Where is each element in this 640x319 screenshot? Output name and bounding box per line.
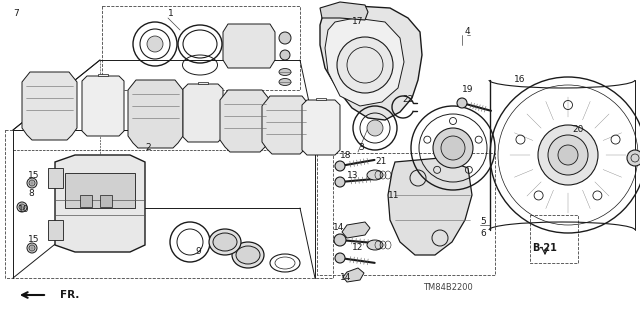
- Polygon shape: [82, 76, 124, 136]
- Circle shape: [19, 204, 25, 210]
- Text: 6: 6: [480, 228, 486, 238]
- Bar: [102, 6, 300, 90]
- Text: FR.: FR.: [60, 290, 79, 300]
- Text: 9: 9: [195, 248, 201, 256]
- Text: 15: 15: [28, 170, 40, 180]
- Circle shape: [433, 128, 473, 168]
- Ellipse shape: [209, 229, 241, 255]
- Polygon shape: [388, 158, 472, 255]
- Circle shape: [335, 161, 345, 171]
- Bar: [65, 173, 135, 208]
- Polygon shape: [220, 90, 270, 152]
- Circle shape: [457, 98, 467, 108]
- Text: 16: 16: [515, 76, 525, 85]
- Circle shape: [441, 136, 465, 160]
- Circle shape: [548, 135, 588, 175]
- Text: B-21: B-21: [532, 243, 557, 253]
- Circle shape: [334, 234, 346, 246]
- Text: 8: 8: [28, 189, 34, 197]
- Polygon shape: [198, 82, 208, 84]
- Bar: [48, 168, 63, 188]
- Ellipse shape: [236, 246, 260, 264]
- Circle shape: [27, 243, 37, 253]
- Circle shape: [17, 202, 27, 212]
- Polygon shape: [325, 18, 404, 106]
- Polygon shape: [262, 96, 310, 154]
- Polygon shape: [320, 2, 368, 20]
- Polygon shape: [223, 24, 275, 68]
- Circle shape: [27, 178, 37, 188]
- Bar: [5, 130, 333, 278]
- Polygon shape: [302, 100, 340, 155]
- Circle shape: [627, 150, 640, 166]
- Text: 10: 10: [18, 205, 29, 214]
- Circle shape: [335, 177, 345, 187]
- Text: 11: 11: [388, 191, 399, 201]
- Text: TM84B2200: TM84B2200: [423, 284, 473, 293]
- Polygon shape: [316, 98, 326, 100]
- Bar: [80, 195, 92, 207]
- Circle shape: [558, 145, 578, 165]
- Bar: [48, 220, 63, 240]
- Text: 15: 15: [28, 235, 40, 244]
- Circle shape: [538, 125, 598, 185]
- Polygon shape: [55, 155, 145, 252]
- Polygon shape: [342, 222, 370, 238]
- Text: 2: 2: [145, 144, 151, 152]
- Circle shape: [367, 120, 383, 136]
- Text: 19: 19: [462, 85, 474, 94]
- Text: 22: 22: [402, 95, 413, 105]
- Ellipse shape: [232, 242, 264, 268]
- Circle shape: [280, 50, 290, 60]
- Circle shape: [279, 32, 291, 44]
- Text: 13: 13: [347, 172, 358, 181]
- Ellipse shape: [367, 240, 383, 250]
- Bar: [100, 195, 112, 207]
- Ellipse shape: [279, 78, 291, 85]
- Circle shape: [147, 36, 163, 52]
- Circle shape: [337, 37, 393, 93]
- Text: 7: 7: [13, 10, 19, 19]
- Text: 20: 20: [572, 125, 584, 135]
- Ellipse shape: [213, 233, 237, 251]
- Text: 21: 21: [375, 158, 387, 167]
- Ellipse shape: [279, 69, 291, 76]
- Bar: [317, 153, 495, 275]
- Text: 14: 14: [333, 224, 344, 233]
- Circle shape: [335, 253, 345, 263]
- Circle shape: [29, 245, 35, 251]
- Polygon shape: [22, 72, 77, 140]
- Circle shape: [29, 180, 35, 186]
- Text: 3: 3: [358, 144, 364, 152]
- Text: 18: 18: [340, 151, 351, 160]
- Bar: [530, 215, 578, 263]
- Text: 17: 17: [352, 18, 364, 26]
- Polygon shape: [98, 74, 108, 76]
- Text: 5: 5: [480, 218, 486, 226]
- Text: 1: 1: [168, 10, 173, 19]
- Polygon shape: [183, 84, 223, 142]
- Text: 12: 12: [352, 243, 364, 253]
- Ellipse shape: [367, 170, 383, 180]
- Polygon shape: [320, 5, 422, 120]
- Text: 14: 14: [340, 272, 351, 281]
- Polygon shape: [128, 80, 183, 148]
- Text: 4: 4: [464, 27, 470, 36]
- Polygon shape: [343, 268, 364, 282]
